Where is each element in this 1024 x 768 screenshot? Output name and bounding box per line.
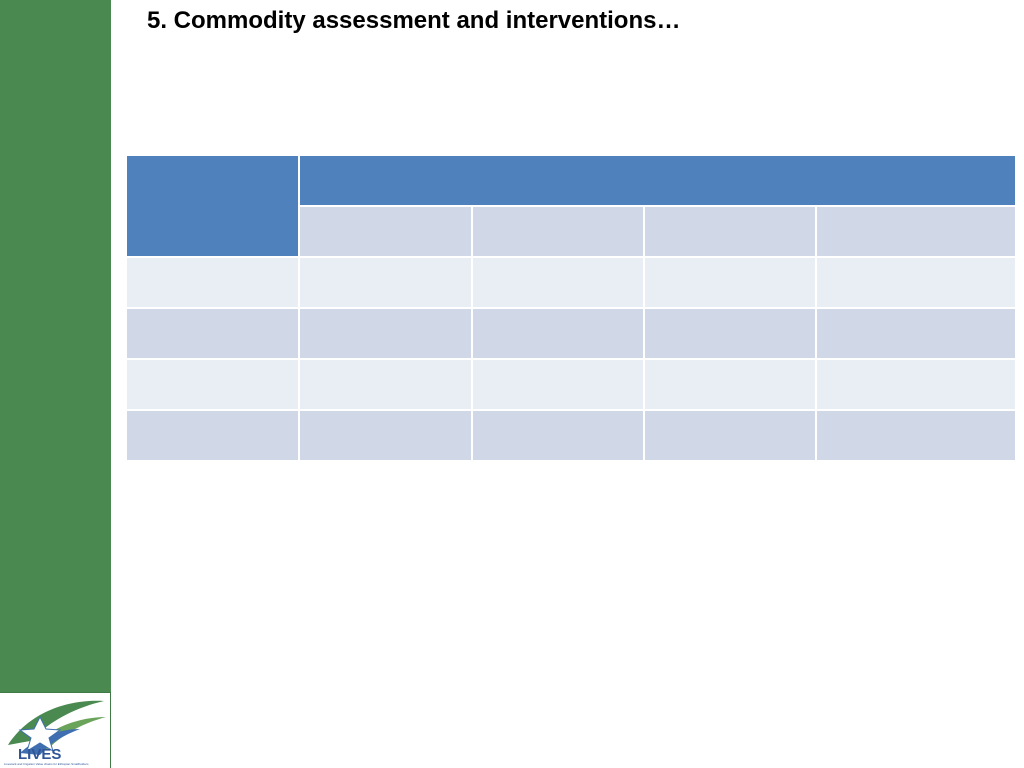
table-cell [645,309,817,360]
table-cell [817,258,1015,309]
table-cell [127,411,300,462]
logo-tagline: Livestock and Irrigation Value chains fo… [4,762,89,766]
table-cell [817,360,1015,411]
assessment-table [127,156,1015,462]
logo-text: LIVES [18,746,61,763]
table-cell [817,411,1015,462]
table-cell [473,258,645,309]
table-cell [127,258,300,309]
table-row [127,360,1015,411]
left-sidebar-band [0,0,111,692]
table-cell [300,360,473,411]
table-cell [817,309,1015,360]
table-row [127,309,1015,360]
table-cell [645,411,817,462]
subheader-cell [473,207,645,258]
table-row [127,258,1015,309]
table-cell [300,411,473,462]
subheader-cell [817,207,1015,258]
table-cell [127,309,300,360]
table-header-row [127,156,1015,258]
table-subheader-row [127,207,1015,258]
table-cell [473,360,645,411]
header-cell-corner [127,156,300,258]
table-cell [300,309,473,360]
subheader-cell [300,207,473,258]
header-cell-span [300,156,1015,207]
lives-logo: LIVES Livestock and Irrigation Value cha… [0,692,111,768]
table-cell [127,360,300,411]
table-cell [300,258,473,309]
table-cell [473,309,645,360]
lives-logo-icon: LIVES Livestock and Irrigation Value cha… [4,700,106,766]
table-cell [473,411,645,462]
table-row [127,411,1015,462]
slide-title: 5. Commodity assessment and intervention… [147,7,681,34]
subheader-cell [645,207,817,258]
table-cell [645,360,817,411]
table-cell [645,258,817,309]
